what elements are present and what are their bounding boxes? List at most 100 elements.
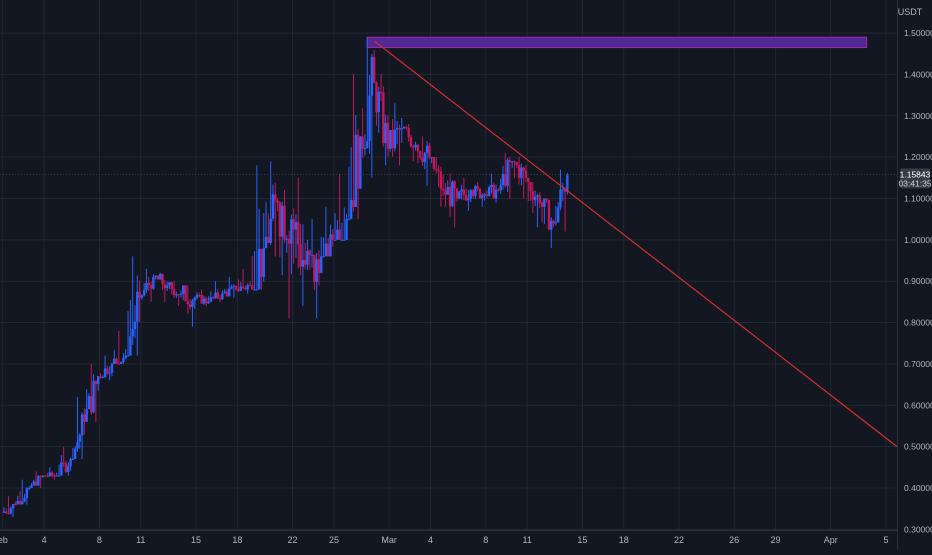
y-axis-background	[897, 0, 932, 550]
candle-body	[356, 134, 360, 189]
candle-body	[106, 368, 109, 374]
candle-body	[377, 91, 380, 113]
candle-body	[527, 177, 530, 182]
candle-body	[62, 462, 65, 464]
candle-body	[366, 141, 369, 148]
candle-body	[39, 476, 42, 478]
candle-body	[230, 286, 233, 289]
y-tick-label: 0.90000	[904, 276, 932, 286]
candle-body	[310, 254, 314, 256]
candle-body	[163, 284, 167, 289]
candle-body	[561, 189, 564, 191]
x-tick-label: Mar	[381, 535, 397, 545]
candle-body	[276, 200, 279, 203]
candle-body	[297, 222, 300, 245]
candle-body	[412, 146, 415, 148]
candle-body	[506, 160, 509, 186]
candle-body	[108, 372, 111, 374]
candle-body	[331, 234, 334, 240]
candle-body	[308, 250, 311, 255]
candle-body	[474, 186, 477, 197]
candle-body	[460, 189, 463, 192]
candle-body	[515, 162, 518, 166]
candle-body	[83, 414, 86, 422]
candle-body	[372, 56, 376, 83]
candle-body	[110, 363, 114, 373]
candle-body	[262, 248, 265, 278]
candle-body	[182, 285, 185, 294]
candle-body	[326, 243, 330, 257]
candle-body	[251, 285, 254, 290]
y-tick-label: 0.80000	[904, 318, 932, 328]
candle-body	[391, 130, 394, 149]
candle-body	[386, 122, 390, 149]
resistance-zone[interactable]	[366, 36, 868, 49]
candle-body	[283, 205, 286, 240]
candle-body	[179, 293, 183, 295]
candle-body	[186, 301, 190, 305]
candle-body	[409, 137, 413, 147]
trendline[interactable]	[374, 40, 898, 448]
candle-body	[550, 220, 553, 230]
candle-body	[359, 136, 362, 189]
candle-body	[175, 294, 178, 296]
candle-body	[16, 500, 19, 505]
x-tick-label: 15	[577, 535, 587, 545]
candle-body	[9, 508, 12, 514]
candle-body	[184, 285, 187, 302]
candle-body	[41, 475, 45, 477]
candle-body	[547, 200, 551, 230]
candle-body	[382, 92, 385, 144]
candle-body	[21, 501, 24, 505]
candle-body	[177, 294, 180, 296]
candle-body	[117, 363, 121, 365]
candle-body	[545, 198, 548, 201]
candle-body	[315, 259, 318, 282]
candle-body	[347, 219, 351, 221]
candle-body	[85, 409, 88, 422]
candle-body	[218, 298, 222, 300]
x-axis[interactable]: eb 4 8 11 15 18 22 25 Mar 4 8 11 15 18 22 26 29 Apr 5	[0, 530, 897, 550]
candle-body	[172, 289, 176, 296]
candle-body	[278, 202, 282, 237]
candle-body	[271, 194, 275, 219]
candle-body	[140, 295, 144, 298]
candle-body	[517, 165, 521, 178]
candle-body	[44, 475, 47, 477]
x-tick-label: 26	[729, 535, 739, 545]
candle-body	[370, 56, 374, 96]
y-axis[interactable]: 1.50000 1.40000 1.30000 1.20000 1.10000 1.000…	[897, 0, 932, 550]
candle-body	[253, 289, 256, 291]
candle-body	[147, 282, 150, 285]
current-price-tag: 1.15843 03:41:35	[898, 168, 932, 189]
candle-body	[469, 190, 472, 199]
candle-body	[37, 476, 40, 486]
candle-body	[264, 236, 268, 249]
candle-body	[67, 466, 70, 473]
candle-body	[131, 328, 134, 337]
candle-body	[338, 229, 341, 240]
candle-body	[563, 189, 567, 192]
candle-body	[476, 186, 479, 189]
candle-body	[303, 259, 307, 265]
candle-body	[161, 273, 164, 285]
current-price-value: 1.15843	[900, 169, 931, 179]
x-tick-label: 5	[883, 535, 888, 545]
candle-body	[138, 291, 141, 298]
candle-body	[439, 171, 443, 189]
candle-body	[306, 250, 309, 265]
candle-body	[499, 185, 502, 191]
candle-body	[165, 285, 169, 289]
candle-body	[103, 368, 107, 378]
candle-body	[432, 157, 436, 169]
candle-body	[18, 500, 22, 505]
candle-body	[375, 82, 378, 113]
candle-body	[290, 219, 293, 244]
candle-body	[53, 475, 56, 477]
candle-body	[205, 298, 208, 304]
candle-body	[471, 190, 475, 197]
y-tick-label: 1.00000	[904, 235, 932, 245]
